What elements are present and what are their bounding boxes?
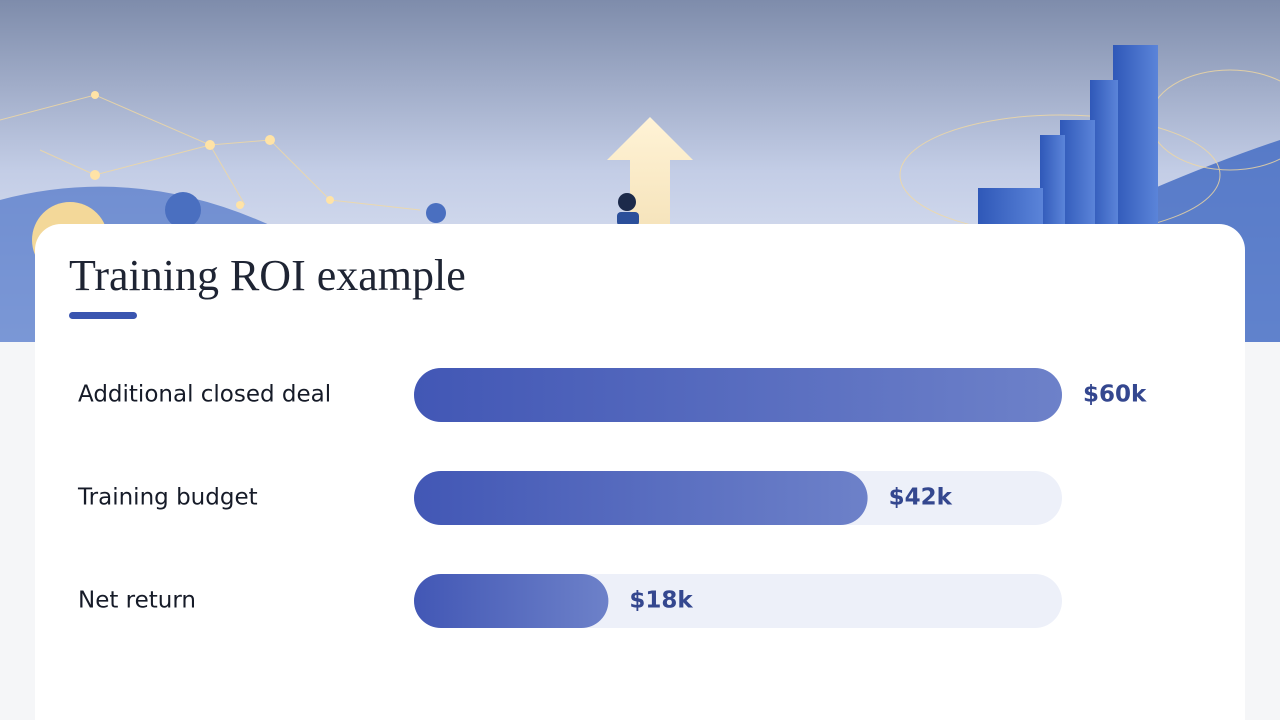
chart-title: Training ROI example [69,251,466,300]
bar [414,368,1062,422]
value-label: $60k [1083,382,1147,408]
bar [414,471,868,525]
category-label: Net return [78,588,196,614]
value-label: $42k [889,485,953,511]
category-label: Training budget [77,485,258,511]
plot: Additional closed deal $60k Training budge… [77,368,1147,628]
category-label: Additional closed deal [78,382,331,408]
title-underline [69,312,137,319]
bar [414,574,609,628]
value-label: $18k [629,588,693,614]
